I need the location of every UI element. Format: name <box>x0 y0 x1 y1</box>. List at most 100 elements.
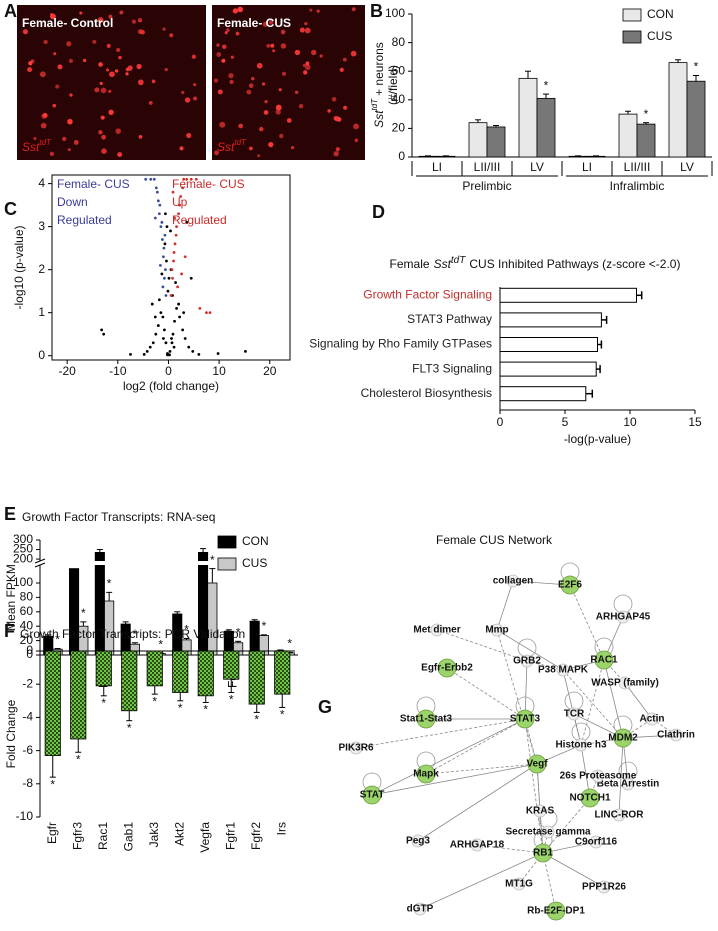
point <box>149 177 153 181</box>
cell-dot <box>305 64 311 71</box>
point <box>159 225 163 229</box>
network-edge <box>512 580 571 587</box>
cell-dot <box>268 141 274 148</box>
cell-dot <box>304 27 311 34</box>
micrograph <box>17 5 206 160</box>
network-node <box>533 843 553 863</box>
bar <box>499 386 587 402</box>
image-label: Female- Control <box>22 16 113 30</box>
x-tick-label: Vegfa <box>198 822 212 853</box>
cell-dot <box>186 132 192 139</box>
network-node <box>470 838 484 852</box>
point <box>167 276 171 280</box>
x-tick-label: Rac1 <box>96 822 110 850</box>
point <box>187 345 191 349</box>
point <box>198 306 202 310</box>
legend-swatch <box>217 557 237 571</box>
point <box>175 306 178 310</box>
network-node <box>594 650 614 670</box>
x-tick-label: LV <box>680 160 694 174</box>
significance: * <box>127 721 132 735</box>
network-node-label: Histone h3 <box>555 740 607 751</box>
significance: * <box>236 625 241 639</box>
point <box>189 276 193 280</box>
point <box>162 337 165 340</box>
cell-dot <box>100 115 105 120</box>
point <box>153 216 157 220</box>
cell-dot <box>238 123 244 129</box>
point <box>216 352 220 355</box>
point <box>157 298 161 302</box>
bar <box>499 361 597 377</box>
cell-dot <box>305 61 310 66</box>
y-tick-label: 80 <box>392 35 406 49</box>
panel-letter: B <box>370 1 383 21</box>
y-tick-label: -4 <box>22 710 33 724</box>
panel-letter: G <box>318 697 332 717</box>
annotation: Female- CUS <box>172 177 245 191</box>
point <box>175 225 178 229</box>
bar <box>568 155 588 158</box>
point <box>166 353 169 357</box>
cell-dot <box>55 84 60 89</box>
cell-dot <box>164 67 168 72</box>
cell-dot <box>100 87 107 94</box>
bar <box>486 126 506 158</box>
x-tick-label: LV <box>530 160 544 174</box>
y-axis-label: Mean FPKM <box>4 564 18 631</box>
bar <box>121 650 138 712</box>
point <box>162 246 166 250</box>
image-label: Female- CUS <box>217 16 291 30</box>
network-node-label: ARHGAP18 <box>450 840 505 851</box>
network-node <box>613 728 633 748</box>
point <box>160 220 164 224</box>
point <box>164 294 168 297</box>
point <box>205 311 208 315</box>
network-node <box>618 676 632 690</box>
cell-dot <box>213 78 219 83</box>
cell-dot <box>343 105 348 110</box>
cell-dot <box>61 136 67 142</box>
point <box>182 177 186 181</box>
axis-break <box>34 558 46 564</box>
point <box>194 177 198 181</box>
x-tick-label: -20 <box>59 364 77 378</box>
cell-dot <box>235 31 240 36</box>
cell-dot <box>131 19 137 24</box>
cell-dot <box>53 52 57 56</box>
network-node-label: C9orf116 <box>575 837 618 848</box>
point <box>189 177 193 181</box>
cell-dot <box>216 52 222 57</box>
network-node-label: Mmp <box>485 625 508 636</box>
bar <box>207 582 218 656</box>
bar <box>95 650 112 687</box>
group-label: Infralimbic <box>610 179 665 193</box>
x-tick-label: Egfr <box>45 822 59 844</box>
significance: * <box>694 60 699 74</box>
cell-dot <box>351 7 356 12</box>
point <box>172 259 175 263</box>
point <box>156 199 160 203</box>
network-node <box>616 610 630 624</box>
y-axis-label: -log10 (p-value) <box>12 225 26 309</box>
network-node-label: collagen <box>493 576 534 587</box>
legend-swatch <box>622 8 642 22</box>
point <box>144 177 148 181</box>
cell-dot <box>109 71 115 78</box>
y-tick-label: 250 <box>13 542 33 556</box>
cell-dot <box>40 122 47 129</box>
cell-dot <box>286 118 292 123</box>
annotation: Regulated <box>172 213 227 227</box>
plot-frame <box>51 174 291 361</box>
point <box>165 259 168 263</box>
cell-dot <box>228 73 234 79</box>
significance: * <box>254 713 259 727</box>
point <box>129 353 132 356</box>
y-tick-label: 3 <box>38 219 45 233</box>
x-tick-label: 15 <box>688 415 702 429</box>
network-node-label: Secretase gamma <box>505 827 590 838</box>
network-node-label: Mapk <box>413 769 439 780</box>
cell-dot <box>108 89 112 94</box>
x-tick-label: 5 <box>562 415 569 429</box>
x-tick-label: Jak3 <box>147 822 161 848</box>
